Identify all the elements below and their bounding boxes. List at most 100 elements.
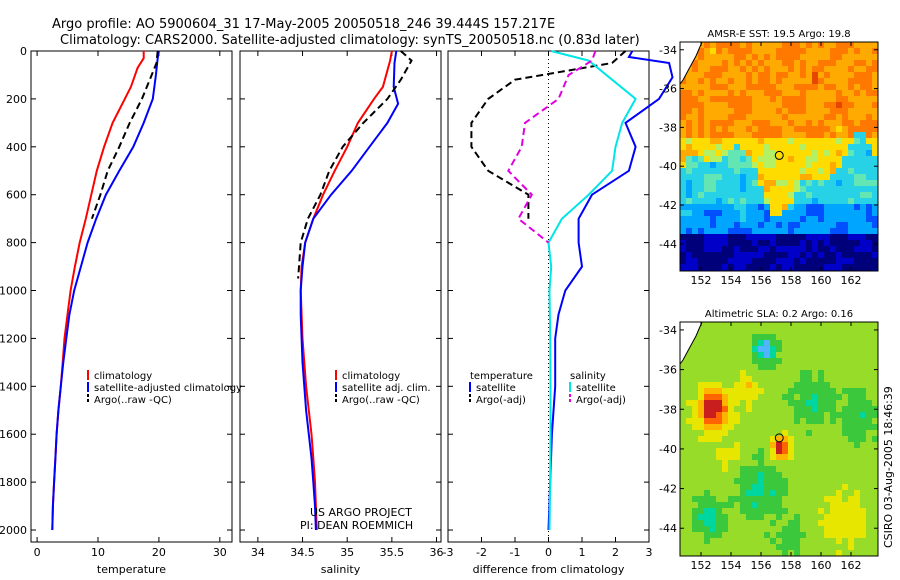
- heatmap-cell: [716, 54, 722, 60]
- heatmap-cell: [866, 358, 872, 364]
- heatmap-cell: [692, 126, 698, 132]
- heatmap-cell: [746, 454, 752, 460]
- heatmap-cell: [698, 156, 704, 162]
- heatmap-cell: [854, 550, 860, 556]
- heatmap-cell: [686, 352, 692, 358]
- heatmap-cell: [860, 322, 866, 328]
- heatmap-cell: [830, 340, 836, 346]
- heatmap-cell: [746, 48, 752, 54]
- heatmap-cell: [734, 240, 740, 246]
- heatmap-cell: [812, 174, 818, 180]
- heatmap-cell: [836, 168, 842, 174]
- heatmap-cell: [746, 442, 752, 448]
- heatmap-cell: [704, 388, 710, 394]
- heatmap-cell: [752, 532, 758, 538]
- heatmap-cell: [740, 174, 746, 180]
- heatmap-cell: [758, 472, 764, 478]
- heatmap-cell: [680, 168, 686, 174]
- heatmap-cell: [752, 138, 758, 144]
- heatmap-cell: [752, 394, 758, 400]
- heatmap-cell: [704, 484, 710, 490]
- heatmap-cell: [824, 84, 830, 90]
- heatmap-cell: [704, 258, 710, 264]
- heatmap-cell: [788, 156, 794, 162]
- heatmap-cell: [782, 222, 788, 228]
- heatmap-cell: [710, 406, 716, 412]
- heatmap-cell: [704, 508, 710, 514]
- heatmap-cell: [854, 78, 860, 84]
- heatmap-cell: [812, 334, 818, 340]
- heatmap-cell: [680, 120, 686, 126]
- heatmap-cell: [740, 66, 746, 72]
- map-frame: [679, 41, 879, 272]
- heatmap-cell: [806, 496, 812, 502]
- heatmap-cell: [788, 532, 794, 538]
- heatmap-cell: [728, 340, 734, 346]
- heatmap-cell: [734, 108, 740, 114]
- heatmap-cell: [716, 436, 722, 442]
- heatmap-cell: [818, 180, 824, 186]
- heatmap-cell: [746, 198, 752, 204]
- heatmap-cell: [698, 84, 704, 90]
- heatmap-cell: [866, 132, 872, 138]
- heatmap-cell: [794, 246, 800, 252]
- heatmap-cell: [830, 216, 836, 222]
- heatmap-cell: [722, 42, 728, 48]
- heatmap-cell: [704, 358, 710, 364]
- heatmap-cell: [800, 544, 806, 550]
- heatmap-cell: [710, 228, 716, 234]
- heatmap-cell: [776, 340, 782, 346]
- salinity-profile-panel: 34 34.5 35 35.5 36salinityclimatologysatelli…: [239, 50, 444, 576]
- heatmap-cell: [710, 544, 716, 550]
- heatmap-cell: [680, 180, 686, 186]
- heatmap-cell: [734, 84, 740, 90]
- heatmap-cell: [788, 496, 794, 502]
- heatmap-cell: [812, 210, 818, 216]
- series-line: [507, 50, 597, 244]
- heatmap-cell: [788, 84, 794, 90]
- heatmap-cell: [686, 442, 692, 448]
- heatmap-cell: [788, 96, 794, 102]
- heatmap-cell: [854, 514, 860, 520]
- heatmap-cell: [812, 466, 818, 472]
- heatmap-cell: [782, 96, 788, 102]
- heatmap-cell: [698, 484, 704, 490]
- heatmap-cell: [812, 550, 818, 556]
- heatmap-cell: [734, 126, 740, 132]
- heatmap-cell: [782, 364, 788, 370]
- heatmap-cell: [746, 132, 752, 138]
- heatmap-cell: [728, 228, 734, 234]
- heatmap-cell: [842, 466, 848, 472]
- heatmap-cell: [710, 400, 716, 406]
- heatmap-cell: [752, 102, 758, 108]
- heatmap-cell: [698, 352, 704, 358]
- heatmap-cell: [794, 180, 800, 186]
- heatmap-cell: [704, 436, 710, 442]
- heatmap-cell: [770, 496, 776, 502]
- heatmap-cell: [794, 436, 800, 442]
- heatmap-cell: [680, 496, 686, 502]
- heatmap-cell: [854, 138, 860, 144]
- heatmap-cell: [872, 340, 878, 346]
- heatmap-cell: [848, 358, 854, 364]
- heatmap-cell: [722, 210, 728, 216]
- heatmap-cell: [806, 72, 812, 78]
- x-tick-label: 35.5: [380, 546, 405, 559]
- heatmap-cell: [734, 388, 740, 394]
- heatmap-cell: [794, 358, 800, 364]
- heatmap-cell: [680, 544, 686, 550]
- heatmap-cell: [800, 334, 806, 340]
- heatmap-cell: [734, 346, 740, 352]
- heatmap-cell: [752, 490, 758, 496]
- heatmap-cell: [854, 532, 860, 538]
- heatmap-cell: [860, 424, 866, 430]
- heatmap-cell: [698, 60, 704, 66]
- heatmap-cell: [824, 454, 830, 460]
- heatmap-cell: [704, 54, 710, 60]
- heatmap-cell: [842, 72, 848, 78]
- heatmap-cell: [728, 240, 734, 246]
- heatmap-cell: [686, 436, 692, 442]
- heatmap-cell: [692, 358, 698, 364]
- heatmap-cell: [680, 234, 686, 240]
- heatmap-cell: [842, 204, 848, 210]
